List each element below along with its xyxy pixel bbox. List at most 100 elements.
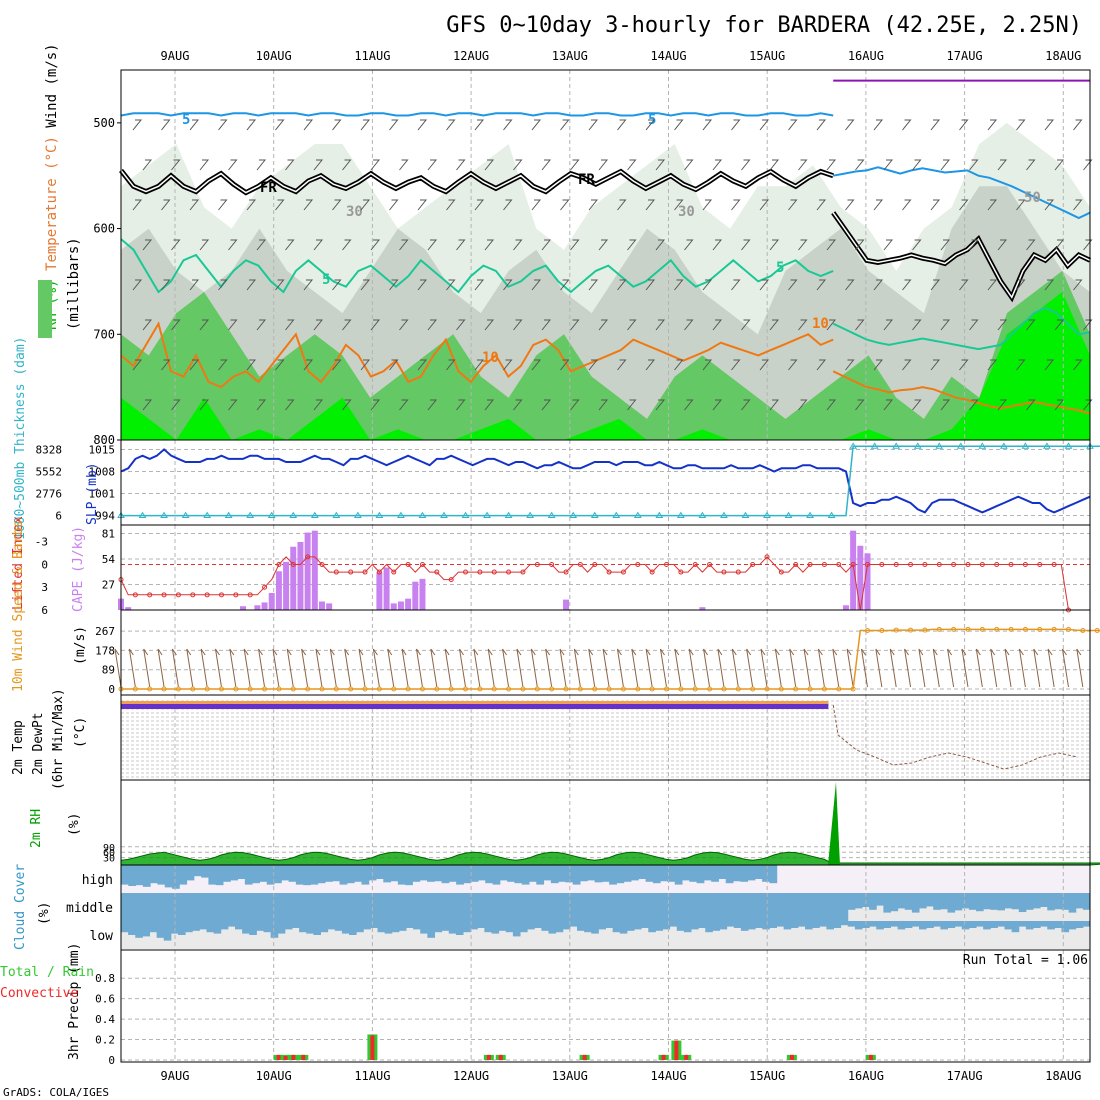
cloud-bar-mid (285, 893, 293, 921)
cloud-bar-high (252, 865, 260, 883)
wind-barb-10m (431, 649, 437, 687)
cloud-bar-low (798, 921, 806, 927)
date-label-top: 9AUG (161, 49, 190, 63)
cloud-bar-high (595, 865, 603, 882)
cape-bar (319, 602, 325, 611)
cloud-bar-mid (299, 893, 307, 921)
cloud-bar-mid (641, 893, 649, 921)
cloud-bar-mid (427, 893, 435, 921)
wind-barb-10m (790, 649, 796, 687)
cloud-bar-low (385, 921, 393, 934)
cloud-bar-low (826, 921, 834, 929)
cloud-bar-low (342, 921, 350, 934)
cape-bar (398, 602, 404, 611)
cloud-bar-low (256, 921, 264, 931)
cape-ylabel: CAPE (J/kg) (71, 526, 86, 612)
cape-tick-label: 81 (102, 528, 115, 541)
wind-barb-10m (115, 649, 121, 687)
cloud-bar-low (855, 921, 863, 929)
cloud-bar-mid (349, 893, 357, 921)
upper-air-units: (millibars) (66, 237, 82, 330)
cloud-bar-mid (670, 893, 678, 921)
cloud-bar-low (976, 921, 984, 927)
date-label-bottom: 12AUG (453, 1069, 489, 1083)
precip-conv-bar (284, 1056, 288, 1060)
cloud-bar-mid (898, 893, 906, 908)
cloud-bar-mid (157, 893, 165, 921)
cape-bar (864, 553, 870, 610)
cape-bar (391, 603, 397, 610)
cloud-bar-mid (242, 893, 250, 921)
contour-label: 30 (678, 204, 695, 220)
wind-barb-10m (201, 649, 207, 687)
cloud-bar-low (199, 921, 207, 929)
rh-2m-panel: 3060902m RH (%) (29, 780, 1100, 865)
cloud-bar-high (755, 865, 763, 879)
cloud-bar-low (997, 921, 1005, 927)
cape-bar (283, 562, 289, 610)
y-tick-label: 600 (93, 222, 115, 236)
wind-barb-10m (603, 649, 609, 687)
cloud-bar-mid (891, 893, 899, 911)
wind-barb-10m (1005, 649, 1011, 687)
contour-label: 50 (1024, 190, 1041, 206)
cloud-bar-high (121, 865, 129, 885)
cloud-bar-mid (684, 893, 692, 921)
cloud-bar-low (378, 921, 386, 932)
cloud-bar-low (591, 921, 599, 934)
cloud-bar-mid (834, 893, 842, 921)
cloud-bar-mid (983, 893, 991, 909)
slp-ylabel: SLP (mb) (85, 462, 100, 525)
cloud-bar-low (1033, 921, 1041, 928)
cloud-bar-low (449, 921, 457, 934)
cloud-bar-mid (249, 893, 257, 921)
wind-barb-10m (546, 649, 552, 687)
cloud-bar-low (940, 921, 948, 929)
cloud-bar-low (128, 921, 136, 935)
cloud-bar-low (221, 921, 229, 929)
date-label-top: 14AUG (650, 49, 686, 63)
cloud-bar-low (712, 921, 720, 931)
wind-barb-10m (531, 649, 537, 687)
cloud-bar-low (306, 921, 314, 934)
rh-ylabel: 2m RH (29, 809, 44, 848)
wind-barb-10m (646, 649, 652, 687)
cape-bar (305, 533, 311, 610)
cloud-bar-mid (777, 893, 785, 921)
wind-barb-10m (158, 649, 164, 687)
wind-speed-line (121, 629, 1100, 689)
upper-air-panel: 55FRFR303050551010500600700800RH (%) Tem… (38, 43, 1092, 447)
cloud-bar-high (493, 865, 501, 885)
cloud-bar-low (755, 921, 763, 928)
cloud-bar-mid (164, 893, 172, 921)
cloud-bar-low (150, 921, 158, 932)
wind-barb-10m (847, 649, 853, 687)
cloud-bar-low (1083, 921, 1091, 927)
li-tick-label: 3 (41, 581, 48, 594)
cloud-bar-mid (563, 893, 571, 921)
wind-barb-10m (675, 649, 681, 687)
cloud-bar-high (230, 865, 238, 880)
contour-label: FR (578, 172, 595, 188)
precip-tick-label: 0.6 (95, 993, 115, 1006)
cloud-bar-mid (413, 893, 421, 921)
cloud-bar-mid (178, 893, 186, 921)
cloud-bar-high (558, 865, 566, 882)
cloud-bar-low (492, 921, 500, 934)
cloud-bar-low (791, 921, 799, 928)
cape-bar (563, 600, 569, 610)
date-label-bottom: 11AUG (354, 1069, 390, 1083)
cloud-bar-low (962, 921, 970, 929)
cloud-bar-high (310, 865, 318, 885)
cloud-bar-mid (755, 893, 763, 921)
cloud-bar-low (834, 921, 842, 928)
cloud-bar-high (223, 865, 231, 882)
rh-area (121, 852, 1100, 865)
cloud-bar-mid (855, 893, 863, 908)
cloud-bar-mid (185, 893, 193, 921)
cloud-bar-mid (335, 893, 343, 921)
cloud-bar-low (720, 921, 728, 929)
cloud-bar-mid (727, 893, 735, 921)
cape-bar (857, 546, 863, 610)
cloud-units: (%) (37, 902, 52, 925)
